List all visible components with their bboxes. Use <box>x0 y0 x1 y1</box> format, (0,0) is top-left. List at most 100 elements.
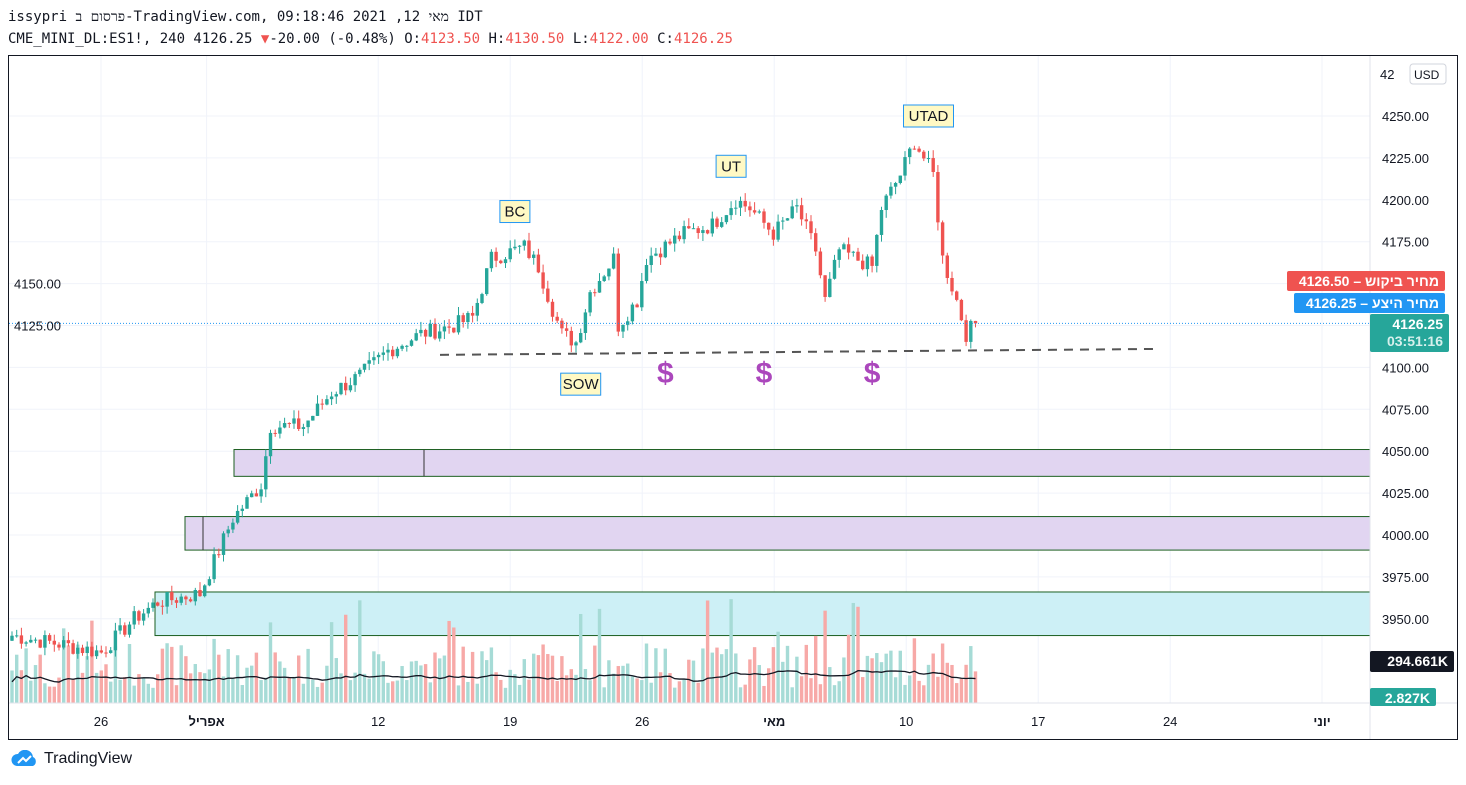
volume-bar <box>33 665 38 703</box>
candle-body <box>414 333 418 341</box>
candle-body <box>611 253 616 269</box>
candle-body <box>334 394 338 397</box>
candle-body <box>846 244 851 253</box>
candle-body <box>823 275 827 297</box>
volume-bar <box>814 635 818 703</box>
x-tick-label: 17 <box>1031 714 1045 729</box>
volume-bar <box>334 658 338 703</box>
x-tick-label: יוני <box>1313 714 1330 729</box>
candle-body <box>908 148 912 158</box>
volume-bar <box>494 672 498 703</box>
y-tick-label: 4250.00 <box>1382 109 1429 124</box>
candle-body <box>311 415 315 421</box>
volume-bar <box>771 647 776 703</box>
candle-body <box>799 205 804 220</box>
volume-bar <box>616 666 620 703</box>
candle-body <box>517 245 522 247</box>
volume-bar <box>292 676 296 703</box>
symbol-label[interactable]: CME_MINI_DL:ES1!, 240 4126.25 <box>8 31 253 47</box>
volume-bar <box>658 672 663 703</box>
candle-body <box>409 340 414 346</box>
volume-bar <box>419 665 423 703</box>
y-tick-label: 4075.00 <box>1382 402 1429 417</box>
candle-body <box>630 304 635 322</box>
candle-body <box>339 382 343 395</box>
candle-body <box>141 613 146 621</box>
candle-body <box>870 256 874 266</box>
candle-body <box>90 646 94 657</box>
volume-bar <box>884 653 888 703</box>
volume-bar <box>499 679 503 703</box>
volume-bar <box>903 684 907 703</box>
candle-body <box>644 265 649 282</box>
candle-body <box>785 218 790 221</box>
candle-body <box>423 329 428 337</box>
volume-bar <box>461 646 465 703</box>
volume-bar <box>146 683 150 703</box>
candle-body <box>663 241 667 258</box>
candle-body <box>104 652 108 654</box>
volume-bar <box>842 657 846 703</box>
candle-body <box>588 292 592 313</box>
volume-bar <box>254 652 259 703</box>
dollar-icon: $ <box>657 357 674 390</box>
candle-body <box>955 291 959 300</box>
candle-body <box>691 228 696 230</box>
y-tick-label-partial: 42 <box>1380 67 1394 82</box>
tradingview-logo[interactable]: TradingView <box>10 750 132 768</box>
candle-body <box>109 650 113 653</box>
volume-bar <box>118 679 122 703</box>
volume-bar <box>381 661 385 703</box>
volume-bar <box>174 685 179 703</box>
volume-bar <box>203 673 207 703</box>
candle-body <box>616 253 620 332</box>
candle-body <box>19 635 24 644</box>
volume-bar <box>442 655 447 703</box>
x-tick-label: 12 <box>371 714 385 729</box>
candle-body <box>344 382 348 391</box>
low-label: L: <box>572 31 590 47</box>
candle-body <box>240 508 244 511</box>
candle-body <box>71 643 75 654</box>
candle-body <box>391 349 395 357</box>
volume-bar <box>898 650 902 703</box>
chart-frame[interactable] <box>8 55 1458 740</box>
candle-body <box>52 640 56 645</box>
volume-bar <box>649 682 653 703</box>
ohlc-legend: CME_MINI_DL:ES1!, 240 4126.25 ▼-20.00 (-… <box>8 31 733 47</box>
volume-bar <box>367 678 371 703</box>
candle-body <box>160 605 165 607</box>
candle-body <box>329 396 334 400</box>
candle-body <box>113 630 118 651</box>
volume-bar <box>268 622 273 703</box>
candle-body <box>254 493 259 497</box>
candle-body <box>959 299 964 321</box>
volume-bar <box>776 631 780 703</box>
candle-body <box>353 374 357 386</box>
candle-body <box>546 288 550 302</box>
candle-body <box>99 650 103 653</box>
candle-body <box>489 251 494 269</box>
x-tick-label: אפריל <box>188 714 224 729</box>
volume-bar <box>856 606 860 703</box>
candle-body <box>931 158 935 172</box>
candle-body <box>419 329 423 334</box>
annotation-label-box <box>903 104 954 128</box>
volume-bar <box>720 654 724 703</box>
volume-bar <box>654 648 658 703</box>
volume-bar <box>47 686 52 703</box>
last-price-badge-text: 4126.25 <box>1392 316 1443 332</box>
candle-body <box>174 600 179 603</box>
volume-bar <box>861 677 865 703</box>
annotation-label-box <box>560 372 602 396</box>
candle-body <box>705 230 710 234</box>
volume-bar <box>541 644 545 703</box>
annotation-label: UTAD <box>909 108 949 125</box>
candle-body <box>541 272 545 289</box>
candle-body <box>602 276 606 281</box>
volume-bar <box>376 654 381 703</box>
candle-body <box>738 200 743 208</box>
volume-bar <box>306 648 310 703</box>
candle-body <box>710 218 714 234</box>
